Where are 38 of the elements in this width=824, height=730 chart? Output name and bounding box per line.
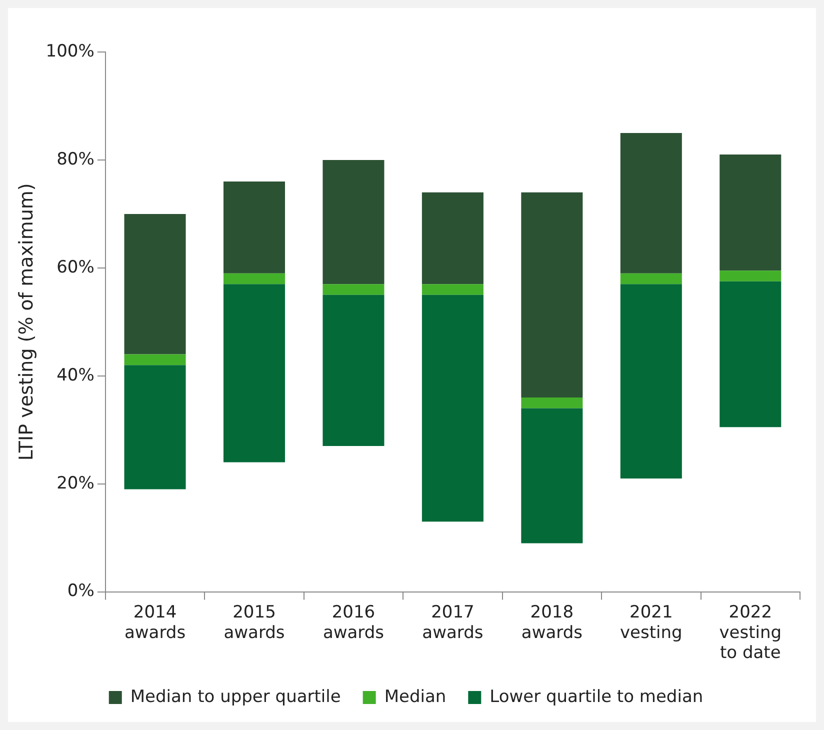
y-tick-label: 60% <box>56 257 94 278</box>
bar <box>124 354 186 366</box>
bar <box>322 294 384 446</box>
legend-label: Median <box>384 686 446 707</box>
bar <box>720 281 782 428</box>
bar <box>720 270 782 282</box>
bar <box>223 273 286 284</box>
x-tick-label: 2016 awards <box>322 602 384 643</box>
bar <box>322 284 384 295</box>
x-tick-label: 2015 awards <box>224 602 285 643</box>
bar <box>422 192 484 284</box>
bar <box>521 408 583 544</box>
y-tick-label: 40% <box>56 365 94 386</box>
legend-label: Lower quartile to median <box>490 686 704 707</box>
y-tick-label: 20% <box>56 473 94 494</box>
x-tick-label: 2022 vesting to date <box>719 602 782 664</box>
bar <box>620 132 682 274</box>
bar <box>422 284 484 295</box>
bar <box>422 294 484 522</box>
x-tick-label: 2021 vesting <box>620 602 682 643</box>
y-tick-label: 100% <box>46 41 94 62</box>
bar <box>620 273 682 284</box>
bar <box>223 182 286 274</box>
bar <box>720 154 782 271</box>
bar <box>322 160 384 284</box>
bar <box>223 284 286 462</box>
x-tick-label: 2014 awards <box>124 602 186 643</box>
y-axis-title: LTIP vesting (% of maximum) <box>15 183 38 461</box>
y-tick-label: 80% <box>56 149 94 170</box>
bar <box>124 365 186 490</box>
x-tick-label: 2017 awards <box>422 602 484 643</box>
y-tick-label: 0% <box>67 581 94 602</box>
bar <box>521 192 583 398</box>
legend-label: Median to upper quartile <box>130 686 341 707</box>
bar <box>124 214 186 354</box>
bar <box>521 397 583 408</box>
bar <box>620 284 682 478</box>
x-tick-label: 2018 awards <box>521 602 583 643</box>
